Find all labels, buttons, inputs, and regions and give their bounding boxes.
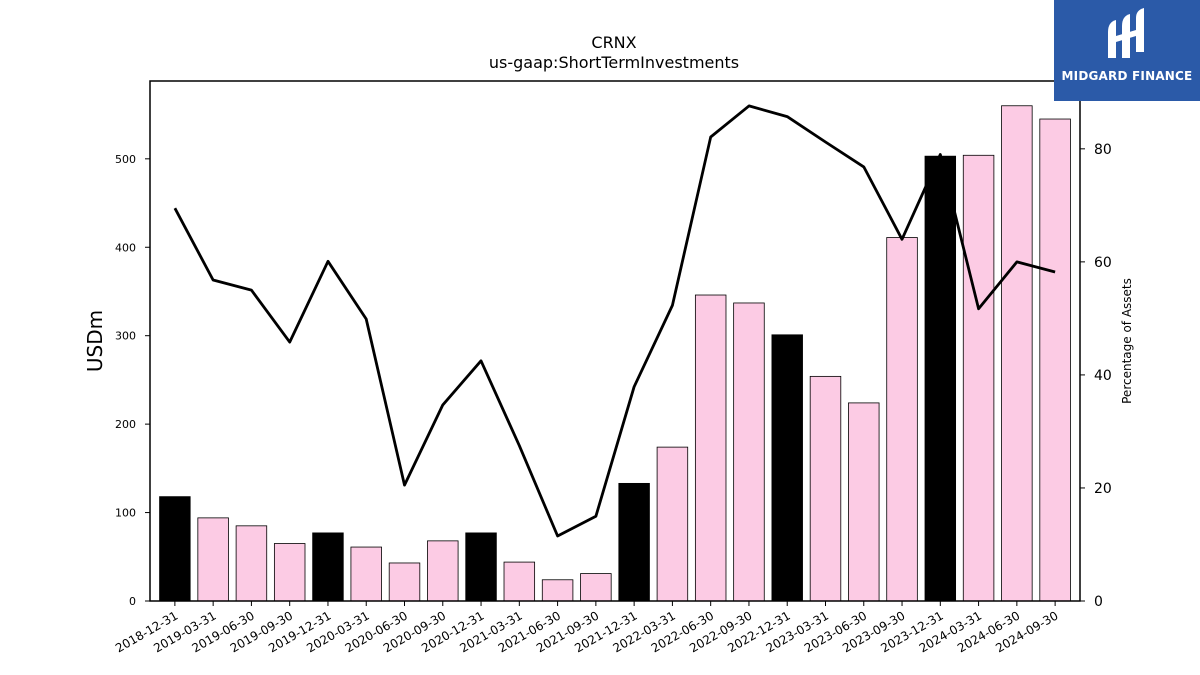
y-tick-label: 500 [115, 153, 136, 166]
percentage-line [173, 104, 1056, 538]
plot-frame [149, 80, 1081, 602]
y-tick-label: 0 [129, 595, 136, 608]
bar-2023-12-31 [924, 155, 957, 602]
bar-2021-12-31 [618, 482, 650, 602]
bar-2022-12-31 [771, 334, 803, 602]
y-tick-label: 200 [115, 418, 136, 431]
bar-2023-09-30 [886, 237, 918, 602]
bar-2019-09-30 [273, 543, 306, 602]
y-tick-label: 100 [115, 507, 136, 520]
y2-tick-label: 20 [1094, 481, 1112, 497]
y2-tick-label: 40 [1094, 368, 1112, 384]
bar-2020-03-31 [350, 546, 382, 602]
bar-2021-06-30 [541, 579, 574, 602]
line-layer [173, 104, 1056, 538]
bar-2019-12-31 [312, 532, 344, 602]
bar-2020-12-31 [465, 532, 497, 602]
bar-2023-03-31 [809, 375, 842, 602]
chart-subtitle: us-gaap:ShortTermInvestments [489, 53, 739, 72]
bar-2019-06-30 [235, 525, 268, 602]
brand-logo: MIDGARD FINANCE [1054, 0, 1200, 101]
bar-2019-03-31 [197, 517, 229, 602]
bar-2024-03-31 [962, 154, 995, 602]
y2-tick-label: 0 [1094, 594, 1103, 610]
y2-axis-label: Percentage of Assets [1120, 278, 1134, 404]
logo-mark-icon [1108, 8, 1144, 58]
bar-2018-12-31 [159, 496, 191, 602]
y-axis-label: USDm [83, 310, 107, 372]
logo-text: MIDGARD FINANCE [1061, 69, 1193, 83]
y-tick-label: 300 [115, 330, 136, 343]
y-tick-label: 400 [115, 241, 136, 254]
bar-2022-03-31 [656, 446, 689, 602]
bars-layer [159, 105, 1071, 602]
bar-2024-09-30 [1039, 118, 1071, 602]
bar-2020-09-30 [427, 540, 459, 602]
bar-2023-06-30 [848, 402, 880, 602]
bar-2020-06-30 [388, 562, 421, 602]
chart-title: CRNX [591, 33, 636, 52]
bar-2024-06-30 [1001, 105, 1033, 602]
y2-tick-label: 60 [1094, 255, 1112, 271]
y2-tick-label: 80 [1094, 142, 1112, 158]
bar-2021-09-30 [580, 573, 612, 602]
bar-2022-06-30 [694, 294, 727, 602]
bar-2021-03-31 [503, 561, 536, 602]
bar-2022-09-30 [733, 302, 765, 602]
